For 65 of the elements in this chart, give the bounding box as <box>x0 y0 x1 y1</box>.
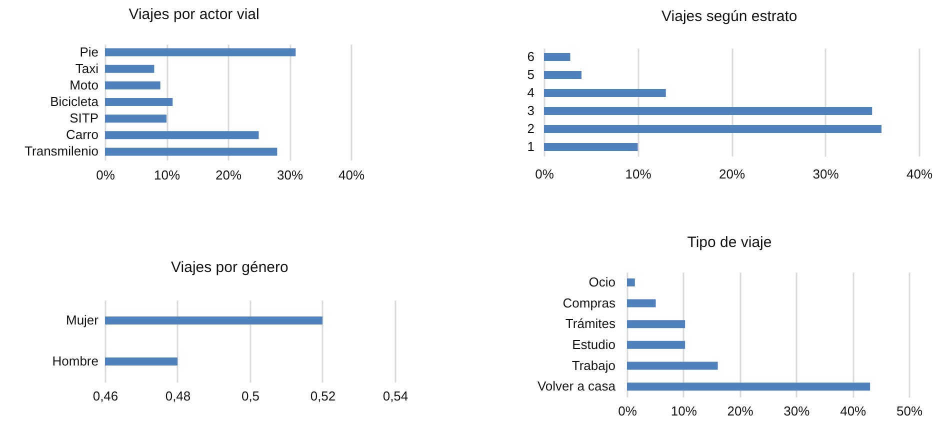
x-tick-label: 20% <box>718 166 746 182</box>
bar <box>627 362 718 370</box>
bar <box>544 89 666 97</box>
y-tick-label: Trámites <box>565 316 616 332</box>
y-tick-label: Pie <box>80 44 98 60</box>
bar <box>105 64 154 73</box>
x-tick-label: 0,54 <box>382 388 408 404</box>
y-tick-label: SITP <box>70 110 98 126</box>
y-tick-label: Moto <box>70 77 98 92</box>
bar <box>544 143 638 151</box>
bar <box>105 114 166 123</box>
y-tick-label: 4 <box>527 85 534 100</box>
bar <box>627 299 656 308</box>
x-tick-label: 40% <box>906 166 933 182</box>
x-tick-label: 30% <box>276 168 304 182</box>
x-tick-label: 10% <box>670 404 698 418</box>
x-tick-label: 30% <box>812 166 840 182</box>
x-tick-label: 0% <box>618 404 638 418</box>
bar <box>105 148 278 156</box>
y-tick-label: Carro <box>66 127 98 142</box>
y-tick-label: Hombre <box>52 354 98 368</box>
x-tick-label: 10% <box>625 166 652 182</box>
x-tick-label: 40% <box>840 404 867 418</box>
bar <box>627 320 686 328</box>
x-tick-label: 10% <box>154 168 180 182</box>
y-tick-label: Volver a casa <box>537 378 616 394</box>
bar <box>627 382 870 391</box>
y-tick-label: Bicicleta <box>50 94 100 109</box>
bar <box>544 107 872 115</box>
x-tick-label: 50% <box>896 404 923 418</box>
bar <box>627 278 635 286</box>
x-tick-label: 0,5 <box>241 388 260 404</box>
y-tick-label: 3 <box>527 103 534 118</box>
y-tick-label: 1 <box>527 139 534 154</box>
x-tick-label: 0,52 <box>310 388 336 404</box>
bar <box>105 48 296 56</box>
y-tick-label: Ocio <box>588 274 616 290</box>
bar <box>627 340 686 349</box>
x-tick-label: 0,48 <box>165 388 191 404</box>
bar <box>105 131 259 140</box>
bar <box>105 98 173 106</box>
x-tick-label: 0% <box>96 168 116 182</box>
y-tick-label: 5 <box>527 67 534 82</box>
bar <box>544 53 570 61</box>
chart-title: Viajes por género <box>171 259 288 276</box>
y-tick-label: Transmilenio <box>24 144 98 159</box>
y-tick-label: 6 <box>527 49 534 64</box>
y-tick-label: 2 <box>527 121 534 136</box>
y-tick-label: Estudio <box>572 336 616 352</box>
x-tick-label: 40% <box>338 168 365 182</box>
y-tick-label: Trabajo <box>572 358 616 373</box>
y-tick-label: Taxi <box>75 60 99 76</box>
chart-title: Viajes según estrato <box>662 8 798 25</box>
bar <box>544 71 582 79</box>
x-tick-label: 0% <box>535 166 554 182</box>
chart-title: Tipo de viaje <box>687 234 772 251</box>
chart-title: Viajes por actor vial <box>128 6 260 23</box>
bar <box>105 81 160 90</box>
x-tick-label: 30% <box>784 404 810 418</box>
x-tick-label: 0,46 <box>92 388 118 404</box>
x-tick-label: 20% <box>215 168 242 182</box>
y-tick-label: Compras <box>562 295 616 310</box>
y-tick-label: Mujer <box>66 312 100 328</box>
bar <box>544 125 882 133</box>
x-tick-label: 20% <box>727 404 754 418</box>
